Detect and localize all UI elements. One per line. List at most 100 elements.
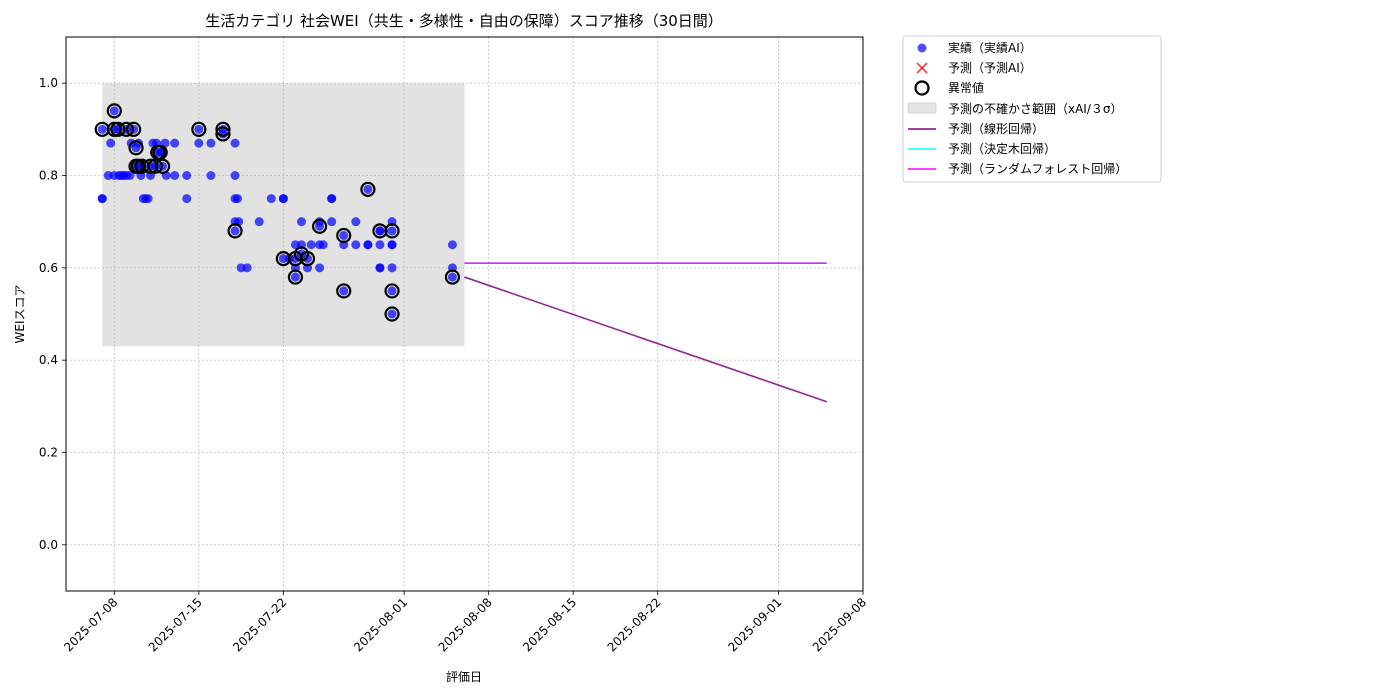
y-axis-label: WEIスコア bbox=[13, 285, 27, 344]
legend-actual-label: 実績（実績AI） bbox=[948, 40, 1032, 55]
actual-point bbox=[170, 171, 180, 180]
line-linear bbox=[464, 276, 828, 403]
actual-point bbox=[363, 240, 373, 250]
anomaly-point bbox=[152, 144, 168, 161]
anomaly-point bbox=[215, 126, 231, 142]
actual-point bbox=[296, 217, 306, 227]
anomaly-point bbox=[384, 223, 400, 239]
actual-point bbox=[254, 217, 264, 227]
y-tick-label: 0.4 bbox=[39, 353, 58, 367]
actual-point bbox=[232, 194, 242, 204]
anomaly-point bbox=[444, 269, 461, 285]
actual-point bbox=[327, 194, 337, 204]
x-tick-label: 2025-09-01 bbox=[725, 595, 784, 654]
actual-point bbox=[447, 240, 457, 250]
x-axis-label: 評価日 bbox=[446, 669, 482, 684]
actual-point bbox=[387, 309, 397, 319]
x-tick-label: 2025-08-22 bbox=[605, 595, 664, 654]
anomaly-point bbox=[360, 181, 376, 197]
legend-anomaly-marker bbox=[914, 80, 930, 96]
actual-point bbox=[109, 106, 119, 116]
legend-tree-label: 予測（決定木回帰） bbox=[948, 141, 1056, 156]
anomaly-point bbox=[126, 121, 142, 137]
actual-point bbox=[97, 124, 107, 134]
actual-point bbox=[206, 138, 216, 148]
actual-point bbox=[242, 263, 252, 273]
anomaly-point bbox=[106, 103, 122, 119]
anomaly-point bbox=[215, 121, 231, 137]
actual-point bbox=[290, 272, 300, 282]
x-tick-label: 2025-07-22 bbox=[230, 595, 289, 654]
actual-point bbox=[97, 194, 107, 204]
x-tick-label: 2025-08-08 bbox=[436, 595, 495, 654]
y-tick-label: 1.0 bbox=[39, 76, 58, 90]
x-tick-label: 2025-07-08 bbox=[61, 595, 120, 654]
actual-point bbox=[182, 171, 192, 180]
actual-point bbox=[170, 138, 180, 148]
y-tick-label: 0.2 bbox=[39, 446, 58, 460]
actual-point bbox=[106, 138, 116, 148]
actual-point bbox=[266, 194, 276, 204]
legend-actual-marker bbox=[917, 43, 927, 53]
chart-title: 生活カテゴリ 社会WEI（共生・多様性・自由の保障）スコア推移（30日間） bbox=[205, 12, 723, 30]
anomaly-point bbox=[155, 158, 171, 174]
actual-point bbox=[206, 171, 216, 180]
legend-band-label: 予測の不確かさ範囲（xAI/３σ） bbox=[948, 101, 1123, 116]
anomaly-point bbox=[118, 121, 134, 137]
anomaly-point bbox=[299, 251, 316, 267]
actual-point bbox=[375, 240, 385, 250]
plot-area: 2025-07-08 2025-07-15 2025-07-22 2025-08-01… bbox=[39, 36, 869, 654]
anomaly-point bbox=[384, 283, 400, 299]
actual-point bbox=[447, 272, 457, 282]
anomaly-point bbox=[287, 269, 304, 285]
actual-point bbox=[230, 226, 240, 236]
anomaly-point bbox=[147, 158, 163, 174]
actual-point bbox=[351, 240, 361, 250]
actual-point bbox=[230, 171, 240, 180]
axes-frame bbox=[65, 36, 864, 592]
legend-band-swatch bbox=[907, 102, 937, 114]
legend-frame bbox=[902, 35, 1162, 183]
actual-point bbox=[306, 240, 316, 250]
actual-point bbox=[278, 194, 288, 204]
x-tick-label: 2025-08-01 bbox=[351, 595, 410, 654]
actual-point bbox=[194, 124, 204, 134]
actual-point bbox=[375, 226, 385, 236]
anomaly-point bbox=[311, 218, 328, 234]
legend-predicted-label: 予測（予測AI） bbox=[948, 61, 1032, 75]
actual-point bbox=[363, 184, 373, 194]
x-tick-label: 2025-09-08 bbox=[810, 595, 869, 654]
actual-point bbox=[375, 263, 385, 273]
anomaly-point bbox=[227, 223, 243, 239]
actual-point bbox=[339, 286, 349, 296]
anomaly-point bbox=[110, 121, 126, 137]
anomaly-point bbox=[336, 227, 352, 244]
y-tick-label: 0.6 bbox=[39, 261, 58, 275]
actual-point bbox=[194, 138, 204, 148]
actual-point bbox=[327, 217, 337, 227]
actual-point bbox=[143, 194, 153, 204]
actual-point bbox=[351, 217, 361, 227]
x-tick-label: 2025-07-15 bbox=[146, 595, 205, 654]
actual-point bbox=[230, 138, 240, 148]
anomaly-point bbox=[336, 283, 352, 299]
actual-point bbox=[303, 254, 313, 264]
legend-anomaly-label: 異常値 bbox=[948, 80, 984, 95]
actual-point bbox=[125, 171, 135, 180]
legend-forest-label: 予測（ランダムフォレスト回帰） bbox=[948, 161, 1127, 176]
actual-point bbox=[387, 263, 397, 273]
anomaly-point bbox=[191, 121, 207, 137]
legend-predicted-marker bbox=[916, 62, 928, 74]
y-tick-label: 0.0 bbox=[39, 538, 58, 552]
actual-point bbox=[318, 240, 328, 250]
legend-linear-label: 予測（線形回帰） bbox=[948, 121, 1044, 136]
anomaly-point bbox=[384, 306, 400, 322]
actual-point bbox=[339, 231, 349, 241]
actual-point bbox=[182, 194, 192, 204]
actual-point bbox=[315, 263, 325, 273]
actual-point bbox=[387, 286, 397, 296]
y-tick-label: 0.8 bbox=[39, 169, 58, 183]
anomaly-point bbox=[128, 140, 144, 156]
x-tick-label: 2025-08-15 bbox=[520, 595, 579, 654]
